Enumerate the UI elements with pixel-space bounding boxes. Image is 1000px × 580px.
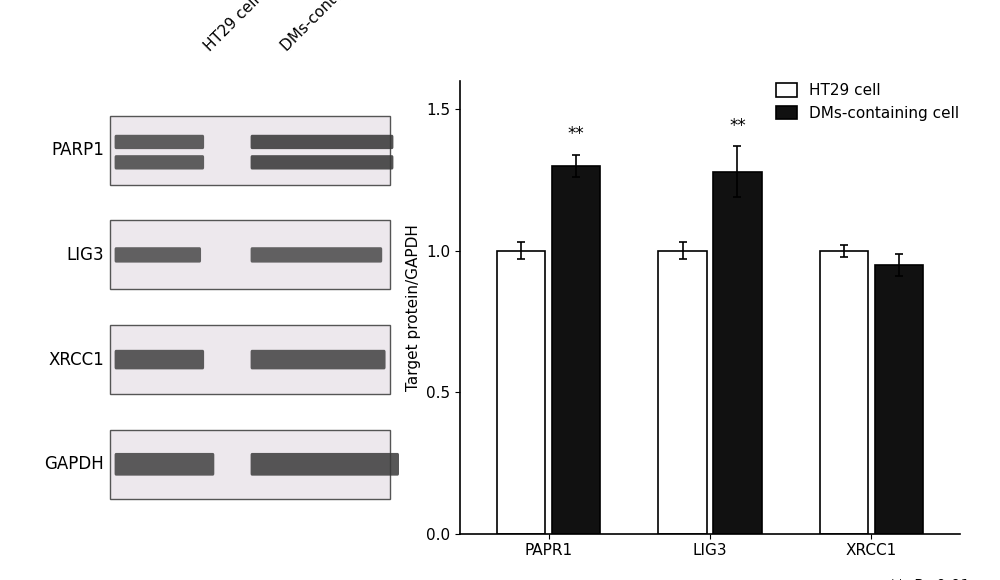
Text: **: **: [568, 125, 585, 143]
Bar: [552, 166, 600, 534]
Text: **: **: [729, 117, 746, 135]
Bar: [497, 251, 545, 534]
FancyBboxPatch shape: [110, 220, 390, 289]
Y-axis label: Target protein/GAPDH: Target protein/GAPDH: [406, 224, 421, 391]
Text: PARP1: PARP1: [51, 141, 104, 160]
FancyBboxPatch shape: [115, 247, 201, 263]
Bar: [713, 172, 762, 534]
FancyBboxPatch shape: [115, 155, 204, 169]
FancyBboxPatch shape: [251, 135, 393, 149]
Bar: [658, 251, 707, 534]
FancyBboxPatch shape: [251, 155, 393, 169]
Text: XRCC1: XRCC1: [48, 350, 104, 369]
FancyBboxPatch shape: [251, 453, 399, 476]
FancyBboxPatch shape: [110, 116, 390, 184]
FancyBboxPatch shape: [115, 135, 204, 149]
FancyBboxPatch shape: [110, 325, 390, 394]
Text: HT29 cell: HT29 cell: [202, 0, 263, 54]
FancyBboxPatch shape: [251, 350, 386, 369]
Bar: [875, 265, 923, 534]
FancyBboxPatch shape: [115, 453, 214, 476]
Text: DMs-containing cell: DMs-containing cell: [278, 0, 395, 54]
FancyBboxPatch shape: [115, 350, 204, 369]
Text: **: P<0.01: **: P<0.01: [889, 579, 970, 580]
FancyBboxPatch shape: [110, 430, 390, 499]
Legend: HT29 cell, DMs-containing cell: HT29 cell, DMs-containing cell: [773, 80, 962, 124]
Bar: [820, 251, 868, 534]
Text: LIG3: LIG3: [66, 246, 104, 264]
FancyBboxPatch shape: [251, 247, 382, 263]
Text: GAPDH: GAPDH: [44, 455, 104, 473]
